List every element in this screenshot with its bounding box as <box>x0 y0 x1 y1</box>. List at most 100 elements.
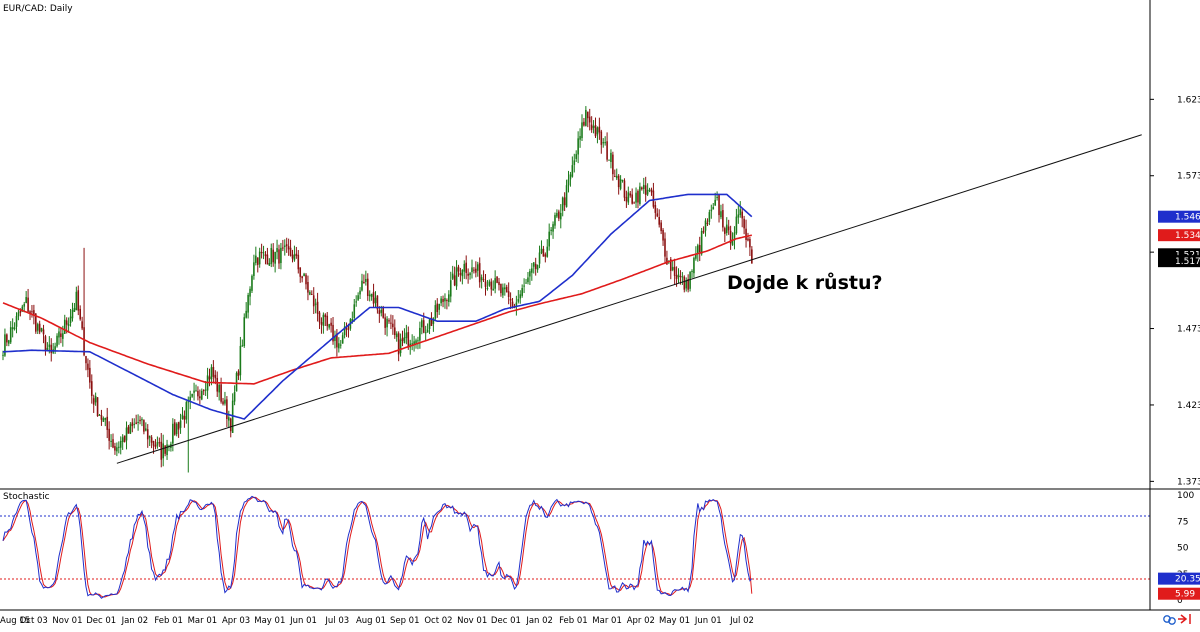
candle <box>338 337 340 353</box>
candle-body <box>401 337 404 341</box>
candle-body <box>158 442 161 444</box>
candle <box>529 268 531 285</box>
candle-body <box>98 414 101 416</box>
candle <box>644 176 647 202</box>
candle <box>158 437 161 447</box>
candle <box>322 312 325 334</box>
candle <box>114 442 116 455</box>
candle-body <box>133 423 136 425</box>
price-tag: 1.5343 <box>1158 229 1200 242</box>
candle <box>467 268 469 284</box>
candle <box>309 290 311 296</box>
x-tick-label: Aug 01 <box>356 616 386 626</box>
candle-body <box>669 259 672 271</box>
price-tag-label: 1.5464 <box>1175 213 1200 223</box>
candle-body <box>664 238 666 257</box>
candle-body <box>262 252 265 254</box>
candle <box>247 292 249 319</box>
candle-body <box>455 267 458 287</box>
sma-fast-line <box>2 193 753 420</box>
candle <box>395 331 398 342</box>
candle-body <box>50 344 53 353</box>
candle-body <box>19 311 22 313</box>
candle-body <box>563 197 566 206</box>
candle <box>739 201 742 218</box>
candle-body <box>141 419 143 421</box>
candle <box>307 275 309 301</box>
candle-body <box>146 429 149 440</box>
candle-body <box>341 335 344 344</box>
candle <box>521 284 523 298</box>
candle-body <box>403 337 406 343</box>
candle-body <box>89 367 91 383</box>
candle-body <box>700 231 703 255</box>
candle-body <box>515 302 518 307</box>
candle-body <box>139 419 141 422</box>
candle-body <box>129 424 132 434</box>
candle-body <box>345 326 348 330</box>
candle <box>745 219 747 248</box>
candle <box>311 290 313 296</box>
price-tick-label: 1.5732 <box>1177 172 1200 182</box>
candle-body <box>419 327 421 341</box>
candle <box>747 232 749 242</box>
price-tag-bg <box>1158 229 1200 242</box>
candle <box>11 318 14 338</box>
candle <box>102 416 105 422</box>
candle <box>183 410 186 428</box>
candle <box>129 422 132 435</box>
candle-body <box>382 307 385 318</box>
stoch-tick-label: 50 <box>1177 544 1189 554</box>
candle-body <box>594 125 597 137</box>
candle-body <box>386 318 388 328</box>
x-tick-label: Nov 01 <box>457 616 487 626</box>
candle-body <box>457 266 460 272</box>
candle-body <box>675 275 678 280</box>
candle-body <box>148 435 151 438</box>
candle-body <box>79 308 81 320</box>
candle-body <box>326 315 329 327</box>
candle <box>256 257 259 273</box>
candle-body <box>486 287 489 289</box>
link-icon[interactable] <box>1163 615 1176 625</box>
candle <box>160 432 163 468</box>
candle <box>131 418 134 433</box>
candle-body <box>710 209 713 212</box>
candle <box>561 196 564 217</box>
candle <box>476 261 479 277</box>
candle <box>426 323 429 333</box>
candle-body <box>245 310 247 318</box>
candle-body <box>637 191 639 203</box>
candle-body <box>722 210 724 228</box>
candle <box>320 317 323 334</box>
candle-body <box>361 280 363 291</box>
x-tick-label: Jun 01 <box>289 616 317 626</box>
candle-body <box>58 331 60 338</box>
candle <box>735 208 738 235</box>
candle <box>77 285 80 316</box>
candle <box>378 306 381 323</box>
candle-body <box>488 281 491 286</box>
candle <box>106 407 109 439</box>
candle <box>283 239 286 256</box>
candle <box>245 302 247 319</box>
candle-body <box>702 230 705 233</box>
candle <box>297 250 300 274</box>
candle-body <box>708 212 711 222</box>
candle-body <box>291 254 294 259</box>
candle <box>253 254 255 280</box>
candle <box>727 219 730 235</box>
stochastic-panel: 100755025020.355.99 <box>0 491 1200 606</box>
candle-body <box>558 211 560 219</box>
candle-body <box>392 323 394 328</box>
candle <box>235 371 238 392</box>
candle <box>100 409 103 426</box>
export-icon[interactable] <box>1178 614 1191 624</box>
candle-body <box>448 294 450 302</box>
candle <box>586 111 589 128</box>
candle-body <box>112 439 114 448</box>
candle <box>475 261 477 278</box>
candle <box>596 126 599 144</box>
candle <box>571 156 574 178</box>
